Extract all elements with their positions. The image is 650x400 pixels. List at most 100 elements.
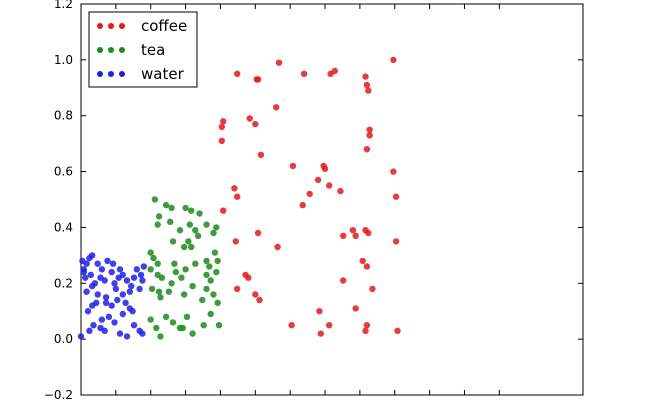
data-point [101, 327, 108, 334]
data-point [203, 285, 210, 293]
x-axis [115, 4, 500, 395]
data-point [112, 285, 120, 293]
data-point [147, 266, 154, 273]
data-point [289, 162, 297, 170]
data-point [234, 285, 241, 293]
data-point [362, 73, 369, 80]
data-point [147, 316, 154, 323]
data-point [189, 282, 196, 290]
data-point [119, 310, 127, 318]
data-point [337, 187, 344, 195]
data-point [326, 322, 333, 329]
series-tea [147, 196, 223, 340]
y-axis: −0.2 0.0 0.2 0.4 0.6 0.8 1.0 1.2 [44, 0, 583, 400]
data-point [207, 310, 214, 318]
data-point [188, 207, 195, 214]
legend-marker [119, 47, 125, 53]
data-point [90, 322, 97, 329]
data-point [109, 260, 117, 267]
data-point [179, 324, 186, 332]
data-point [188, 243, 195, 251]
data-point [116, 330, 124, 337]
data-point [102, 294, 110, 301]
data-point [200, 322, 207, 329]
data-point [273, 104, 280, 111]
data-point [126, 288, 133, 295]
data-point [165, 288, 172, 295]
data-point [231, 185, 238, 192]
data-point [196, 210, 203, 217]
data-point [317, 330, 324, 337]
data-point [211, 249, 219, 256]
legend-box [88, 11, 198, 88]
legend-marker [119, 23, 125, 29]
y-tick-label: 0.6 [54, 165, 73, 179]
data-point [139, 277, 146, 284]
data-point [168, 280, 175, 287]
data-point [139, 330, 146, 337]
data-point [130, 274, 138, 281]
data-point [252, 291, 259, 298]
data-point [148, 285, 156, 293]
data-point [220, 118, 227, 125]
data-point [94, 260, 101, 267]
data-point [340, 232, 347, 239]
data-point [89, 282, 96, 290]
data-point [365, 229, 372, 237]
data-point [86, 327, 93, 334]
data-point [136, 285, 143, 293]
data-point [394, 327, 401, 334]
data-point [214, 257, 221, 265]
data-point [299, 201, 306, 209]
data-point [192, 260, 199, 267]
data-point [157, 294, 164, 301]
data-point [172, 268, 179, 276]
data-point [340, 277, 347, 284]
data-point [87, 271, 95, 279]
data-point [215, 322, 223, 329]
data-point [89, 252, 96, 259]
data-point [182, 266, 189, 273]
data-point [102, 299, 110, 306]
legend: coffee tea water [88, 11, 198, 88]
data-point [133, 266, 140, 273]
data-point [275, 59, 283, 66]
data-point [181, 291, 188, 298]
data-point [104, 257, 111, 265]
data-point [169, 238, 177, 245]
data-point [157, 333, 164, 340]
data-point [140, 263, 147, 270]
data-point [232, 238, 239, 245]
y-tick-label: −0.2 [44, 388, 73, 400]
data-point [83, 260, 90, 267]
data-point [392, 193, 400, 200]
data-point [331, 67, 338, 75]
data-point [314, 176, 322, 184]
data-point [213, 224, 220, 231]
data-point [111, 280, 118, 287]
data-point [150, 254, 157, 262]
data-point [257, 151, 265, 158]
data-point [178, 274, 185, 281]
data-point [151, 196, 159, 203]
data-point [192, 227, 199, 234]
y-tick-label: 1.2 [54, 0, 73, 11]
data-point [214, 299, 221, 306]
series-coffee [218, 56, 401, 337]
data-point [154, 221, 161, 228]
legend-marker [97, 47, 103, 53]
data-point [129, 308, 136, 315]
data-point [363, 81, 371, 89]
data-point [111, 319, 118, 326]
data-point [137, 271, 145, 279]
data-point [210, 229, 217, 237]
legend-marker [119, 71, 125, 77]
data-point [105, 313, 113, 320]
data-point [392, 238, 400, 245]
data-point [182, 204, 189, 212]
data-point [363, 263, 371, 270]
data-point [369, 285, 376, 293]
data-point [189, 330, 196, 337]
data-point [207, 277, 214, 284]
